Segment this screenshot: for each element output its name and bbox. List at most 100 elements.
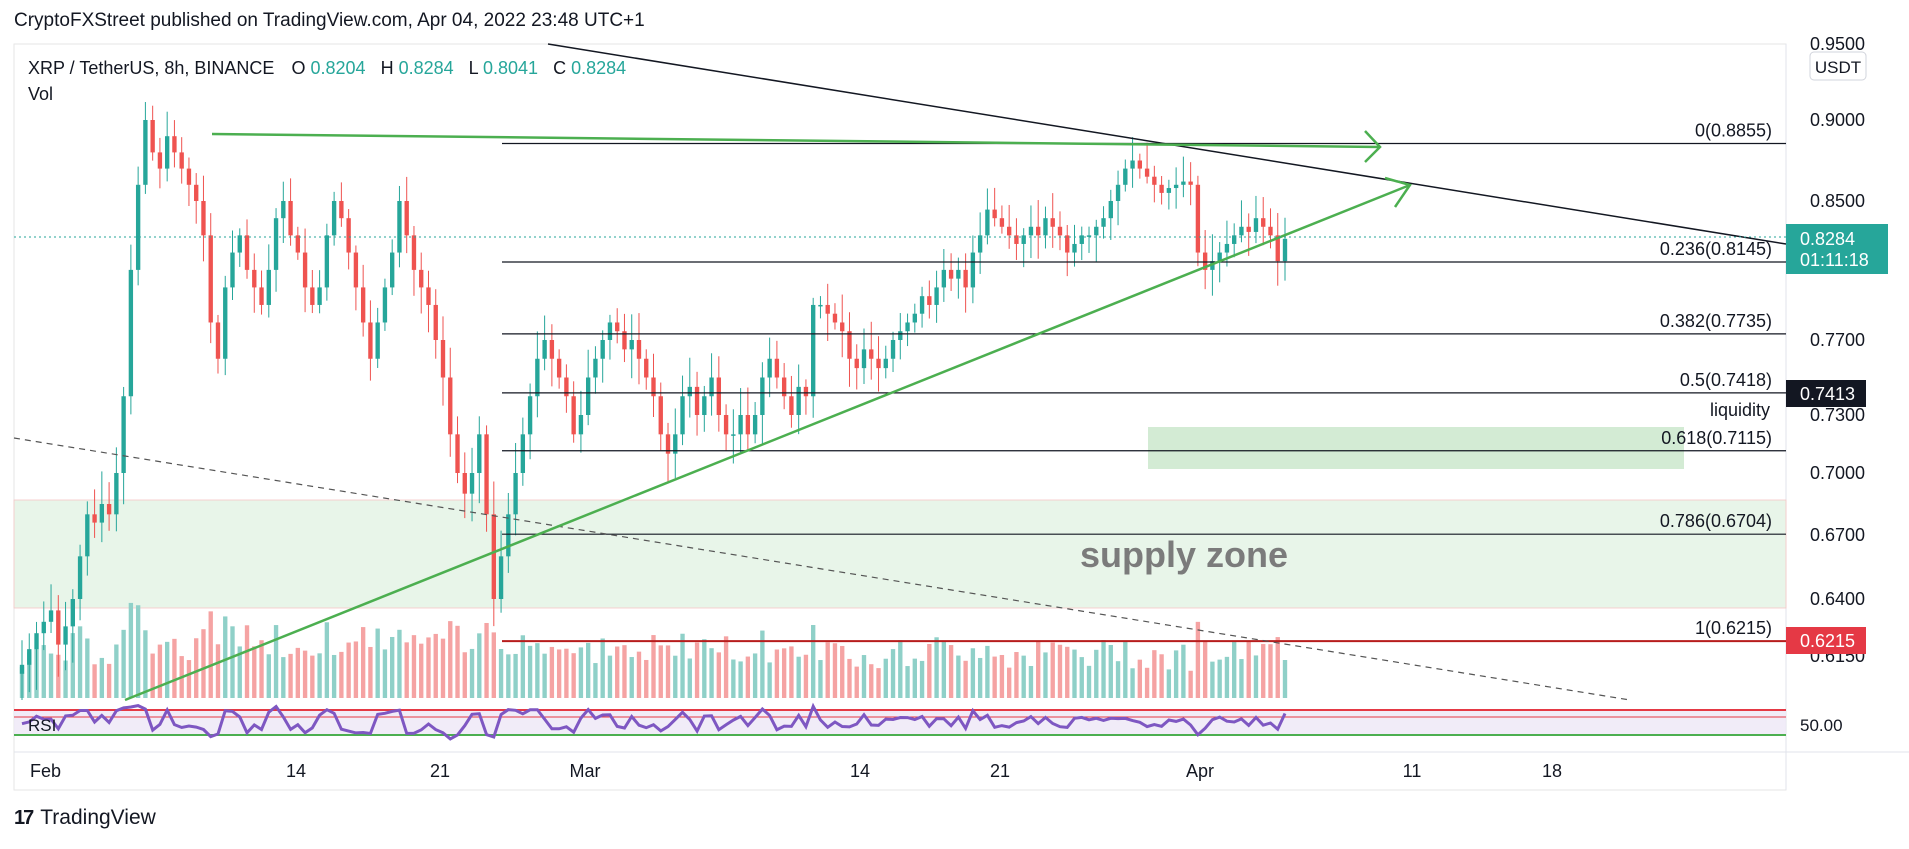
volume-bar: [143, 630, 148, 698]
volume-bar: [513, 653, 518, 698]
time-tick-label: 14: [286, 761, 306, 781]
candle-body: [1246, 226, 1251, 232]
candle-body: [19, 664, 25, 674]
volume-bar: [455, 625, 460, 698]
volume-bar: [360, 627, 366, 698]
candle-body: [869, 349, 874, 359]
candle-body: [143, 120, 148, 185]
footer-brand[interactable]: TradingView: [40, 806, 156, 829]
candle-body: [854, 358, 859, 369]
candle-body: [948, 269, 954, 279]
volume-bar: [48, 653, 54, 698]
candle-body: [404, 201, 409, 236]
candle-body: [1079, 235, 1084, 244]
volume-bar: [1072, 649, 1077, 698]
volume-bar: [578, 647, 584, 698]
volume-bar: [164, 641, 170, 698]
candle-body: [636, 340, 642, 359]
volume-bar: [1246, 640, 1251, 698]
currency-badge[interactable]: [1809, 51, 1867, 81]
candle-body: [390, 252, 395, 288]
candle-body: [48, 610, 54, 622]
candle-body: [644, 358, 649, 378]
candle-body: [41, 621, 46, 634]
time-tick-label: 21: [430, 761, 450, 781]
candle-body: [1173, 184, 1179, 189]
candle-body: [1130, 160, 1135, 169]
candle-body: [215, 322, 221, 359]
volume-bar: [1079, 657, 1084, 698]
candle-body: [273, 218, 279, 270]
candle-body: [208, 235, 213, 323]
candle-body: [1217, 252, 1222, 262]
horizontal-resistance-arrow: [211, 132, 1381, 149]
candle-body: [1028, 226, 1034, 236]
candle-body: [27, 649, 32, 665]
volume-bar: [1268, 644, 1273, 698]
supply-zone-area: [13, 499, 1787, 609]
candle-body: [898, 331, 903, 340]
ascending-support-trendline: [124, 183, 1411, 702]
candle-body: [346, 218, 351, 253]
volume-bar: [934, 637, 939, 698]
candle-body: [1021, 235, 1026, 244]
legend-high-value: 0.8284: [399, 58, 454, 78]
volume-bar: [1188, 670, 1193, 698]
volume-bar: [1094, 649, 1099, 698]
volume-bar: [1137, 659, 1143, 698]
candle-body: [956, 269, 961, 279]
candle-body: [288, 201, 293, 236]
candles: [19, 102, 1288, 700]
volume-bar: [223, 616, 228, 698]
candle-body: [513, 473, 518, 515]
volume-bar: [1239, 659, 1244, 698]
time-axis[interactable]: Feb 14 21 Mar 14 21 Apr 11 18: [30, 761, 1562, 781]
candle-body: [302, 252, 308, 288]
volume-bar: [469, 648, 475, 698]
volume-bar: [723, 636, 729, 698]
volume-bar: [135, 605, 141, 698]
candle-body: [1101, 218, 1106, 227]
candle-body: [1152, 176, 1157, 185]
volume-bar: [854, 666, 859, 698]
volume-bar: [317, 653, 322, 698]
volume-bar: [549, 646, 555, 698]
liquidity-label: liquidity: [1710, 400, 1770, 420]
fib-level-label: 0.236(0.8145): [1660, 239, 1772, 259]
volume-bar: [150, 653, 155, 698]
resistance-arrowhead-icon: [1364, 130, 1382, 163]
volume-bar: [796, 656, 801, 698]
candle-body: [702, 396, 707, 415]
time-tick-label: 21: [990, 761, 1010, 781]
volume-bar: [448, 621, 453, 698]
volume-bar: [477, 633, 482, 698]
candle-body: [963, 269, 968, 288]
candle-body: [1275, 235, 1280, 262]
volume-bar: [861, 655, 867, 698]
volume-bar: [977, 657, 983, 698]
volume-bar: [1181, 644, 1186, 698]
volume-bar: [789, 646, 794, 698]
volume-bar: [157, 644, 163, 698]
price-axis[interactable]: 0.95000.90000.85000.81450.77000.73000.70…: [1810, 34, 1865, 666]
volume-bar: [324, 622, 330, 698]
price-tick-label: 0.7000: [1810, 463, 1865, 483]
volume-bar: [1057, 644, 1063, 698]
candle-body: [1261, 218, 1266, 227]
volume-bar: [106, 663, 112, 698]
volume-bar: [912, 658, 917, 698]
volume-bar: [498, 648, 504, 698]
volume-bar: [491, 632, 496, 698]
candle-body: [607, 322, 613, 340]
volume-bar: [230, 626, 235, 698]
candle-body: [1057, 226, 1063, 236]
candle-body: [593, 358, 598, 378]
volume-bar: [281, 657, 286, 698]
candle-body: [201, 201, 206, 236]
candle-body: [985, 209, 990, 236]
price-tick-label: 0.9000: [1810, 110, 1865, 130]
candle-body: [774, 358, 780, 378]
volume-bar: [1050, 642, 1055, 698]
candle-body: [85, 514, 90, 557]
